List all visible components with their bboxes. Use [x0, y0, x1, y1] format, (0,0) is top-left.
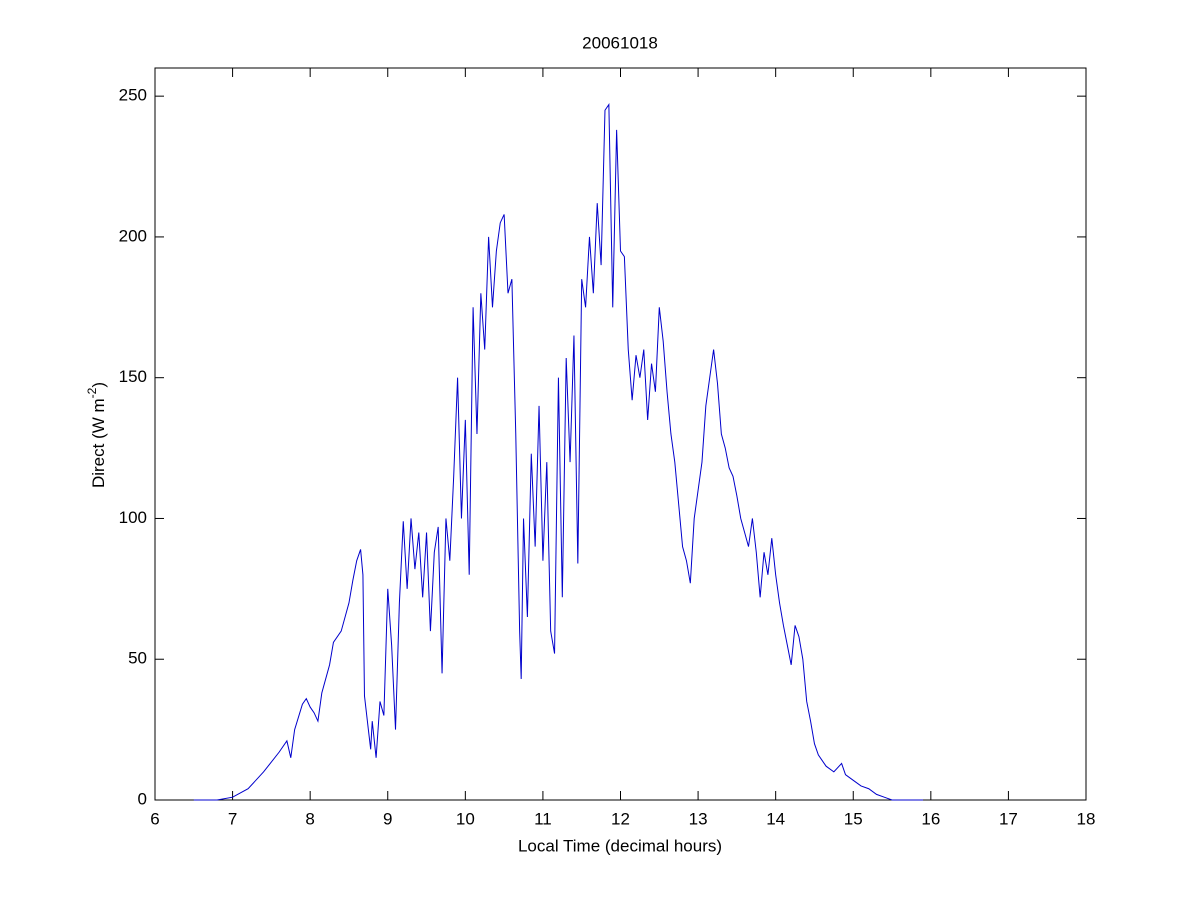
x-tick-label: 16 — [921, 809, 940, 828]
y-tick-label: 200 — [119, 226, 147, 245]
x-tick-label: 8 — [305, 809, 314, 828]
x-tick-label: 11 — [534, 809, 552, 828]
x-tick-label: 7 — [228, 809, 237, 828]
x-axis-label: Local Time (decimal hours) — [518, 836, 722, 855]
x-tick-label: 10 — [456, 809, 475, 828]
y-label-text: Direct (W m — [89, 398, 108, 488]
y-tick-label: 50 — [128, 649, 147, 668]
y-tick-label: 250 — [119, 86, 147, 105]
x-tick-label: 15 — [844, 809, 863, 828]
x-tick-label: 18 — [1077, 809, 1096, 828]
y-tick-label: 100 — [119, 508, 147, 527]
chart-title: 20061018 — [582, 33, 658, 52]
x-tick-label: 9 — [383, 809, 392, 828]
y-tick-label: 150 — [119, 367, 147, 386]
x-tick-label: 13 — [689, 809, 708, 828]
x-tick-label: 17 — [999, 809, 1018, 828]
x-tick-label: 14 — [766, 809, 785, 828]
y-axis-label: Direct (W m-2) — [85, 382, 108, 488]
data-line — [193, 103, 924, 801]
x-tick-label: 12 — [611, 809, 630, 828]
y-label-end: ) — [89, 382, 108, 388]
y-tick-label: 0 — [138, 789, 147, 808]
y-label-sup: -2 — [85, 387, 99, 398]
x-tick-label: 6 — [150, 809, 159, 828]
